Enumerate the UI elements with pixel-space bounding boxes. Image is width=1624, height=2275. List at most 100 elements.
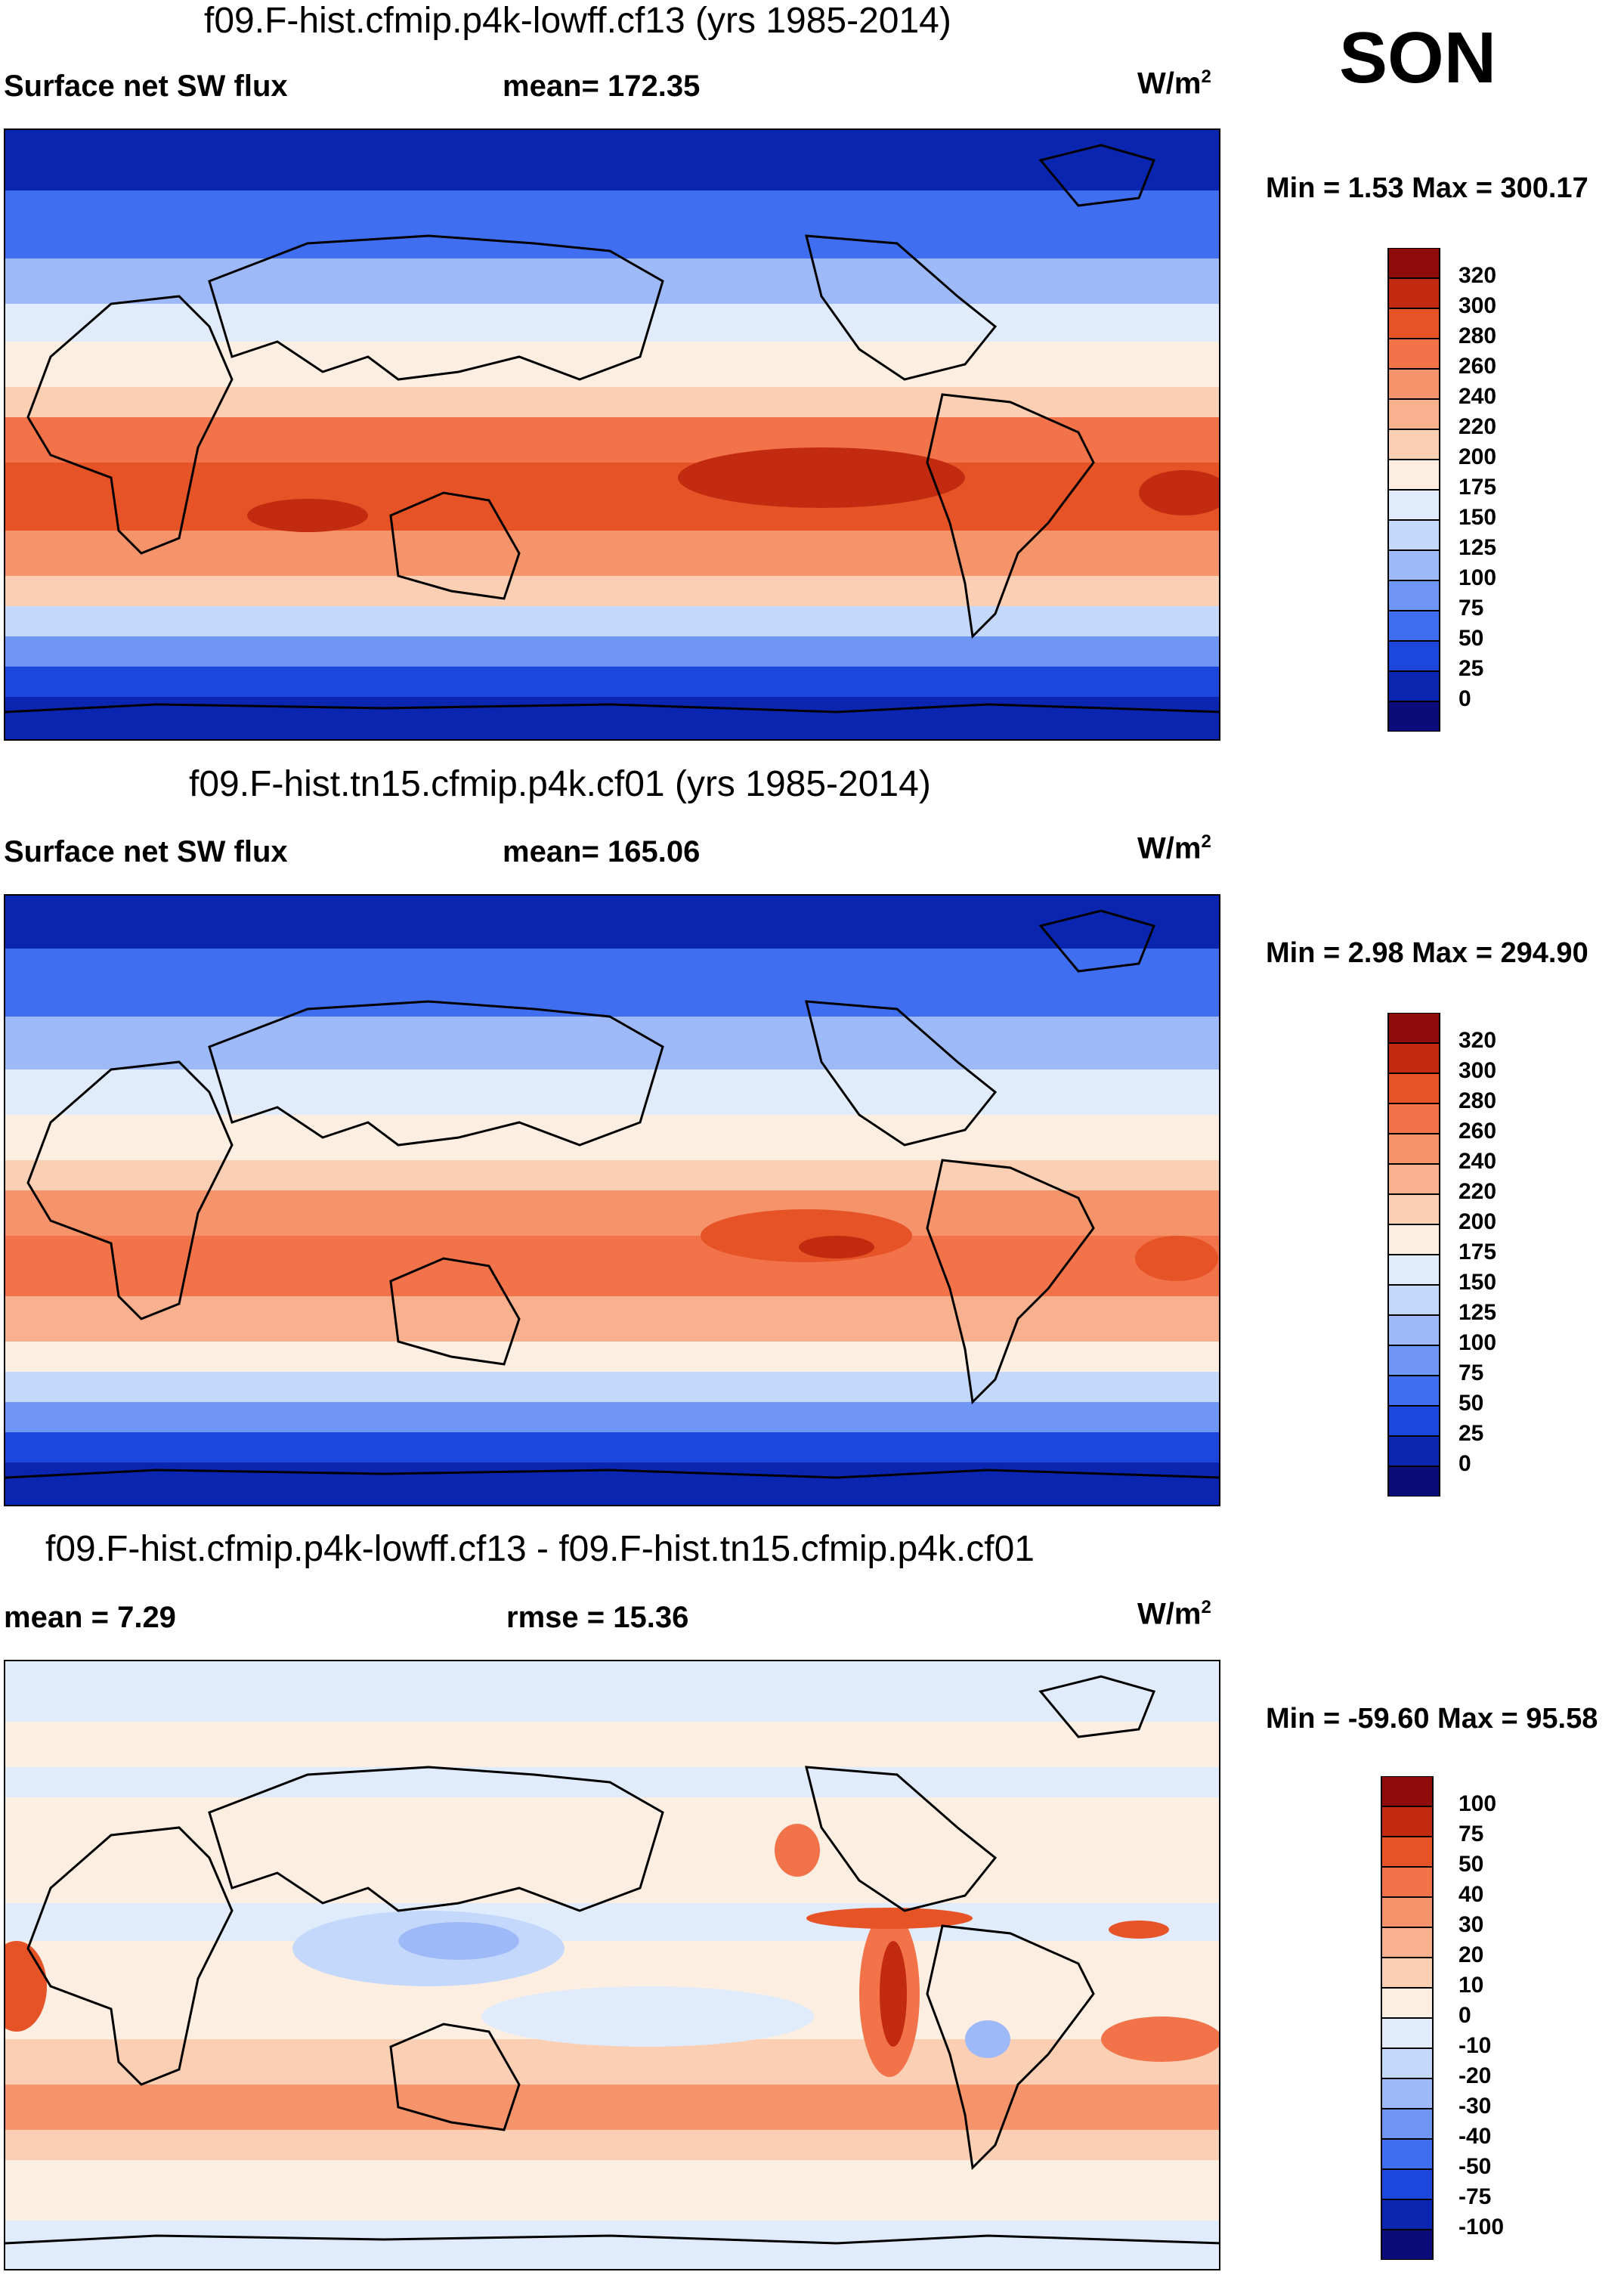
panel-2-colorbar-label: 150 [1459, 1270, 1497, 1295]
panel-2-variable: Surface net SW flux [4, 835, 288, 868]
panel-2-colorbar-label: 260 [1459, 1119, 1497, 1144]
colorbar-swatch [1381, 1927, 1434, 1958]
panel-3-colorbar-label: -75 [1459, 2184, 1492, 2209]
panel-3-colorbar-swatches [1381, 1776, 1434, 2260]
panel-1-colorbar-label: 150 [1459, 505, 1497, 530]
panel-1-colorbar-label: 240 [1459, 384, 1497, 409]
panel-1-minmax: Min = 1.53 Max = 300.17 [1266, 172, 1588, 204]
panel-1-colorbar-label: 280 [1459, 323, 1497, 348]
panel-3-minmax: Min = -59.60 Max = 95.58 [1266, 1703, 1598, 1735]
panel-3-colorbar-label: -40 [1459, 2124, 1492, 2149]
panel-1-colorbar-label: 200 [1459, 444, 1497, 469]
panel-2-mean: mean= 165.06 [503, 835, 701, 868]
panel-1-colorbar-label: 300 [1459, 293, 1497, 318]
colorbar-swatch [1381, 1806, 1434, 1837]
panel-1-colorbar-label: 25 [1459, 656, 1484, 681]
panel-2-colorbar-label: 125 [1459, 1300, 1497, 1325]
panel-1-colorbar-label: 175 [1459, 475, 1497, 500]
colorbar-swatch [1387, 248, 1440, 279]
colorbar-swatch [1381, 1866, 1434, 1898]
panel-1-colorbar-label: 220 [1459, 414, 1497, 439]
panel-1-map-field [5, 130, 1219, 739]
panel-1-colorbar-label: 50 [1459, 626, 1484, 651]
colorbar-swatch [1381, 2017, 1434, 2049]
colorbar-swatch [1387, 519, 1440, 551]
panel-2-colorbar-label: 75 [1459, 1360, 1484, 1385]
panel-3-colorbar-label: 0 [1459, 2003, 1471, 2028]
panel-2-colorbar-label: 25 [1459, 1421, 1484, 1446]
colorbar-swatch [1381, 2048, 1434, 2079]
panel-2-colorbar-label: 200 [1459, 1209, 1497, 1234]
colorbar-swatch [1387, 1224, 1440, 1255]
colorbar-swatch [1387, 368, 1440, 400]
colorbar-swatch [1387, 1314, 1440, 1346]
panel-2-map [4, 894, 1220, 1506]
panel-3-colorbar-label: -100 [1459, 2215, 1505, 2239]
colorbar-swatch [1387, 1466, 1440, 1497]
panel-2-colorbar-label: 0 [1459, 1451, 1471, 1476]
panel-2-colorbar-label: 100 [1459, 1330, 1497, 1355]
colorbar-swatch [1387, 308, 1440, 339]
panel-1-colorbar-label: 100 [1459, 565, 1497, 590]
colorbar-swatch [1387, 1133, 1440, 1165]
colorbar-swatch [1381, 1987, 1434, 2019]
colorbar-swatch [1387, 1042, 1440, 1074]
colorbar-swatch [1387, 429, 1440, 460]
colorbar-swatch [1387, 489, 1440, 521]
colorbar-swatch [1381, 1896, 1434, 1928]
panel-3-map [4, 1660, 1220, 2270]
panel-1-units: W/m2 [1137, 67, 1211, 101]
colorbar-swatch [1387, 338, 1440, 370]
panel-1-map [4, 128, 1220, 741]
panel-3-rmse: rmse = 15.36 [506, 1601, 689, 1634]
season-label: SON [1339, 17, 1497, 98]
panel-3-colorbar-label: -20 [1459, 2063, 1492, 2088]
panel-2-colorbar-label: 300 [1459, 1058, 1497, 1083]
colorbar-swatch [1387, 670, 1440, 702]
colorbar-swatch [1387, 701, 1440, 732]
colorbar-swatch [1387, 1345, 1440, 1376]
panel-2-map-field [5, 896, 1219, 1505]
panel-2-title: f09.F-hist.tn15.cfmip.p4k.cf01 (yrs 1985… [189, 764, 931, 804]
panel-3-colorbar-label: 100 [1459, 1791, 1497, 1816]
panel-1-variable: Surface net SW flux [4, 70, 288, 103]
colorbar-swatch [1381, 1957, 1434, 1989]
panel-1-colorbar-label: 260 [1459, 354, 1497, 379]
panel-3-units: W/m2 [1137, 1597, 1211, 1631]
panel-2-colorbar: 320 300 280 260 240 220 200 175 150 125 … [1387, 1013, 1545, 1497]
panel-1-colorbar-label: 75 [1459, 596, 1484, 621]
panel-3-colorbar-label: 40 [1459, 1882, 1484, 1907]
panel-2-colorbar-swatches [1387, 1013, 1440, 1497]
panel-3-colorbar: 100 75 50 40 30 20 10 0 -10 -20 -30 -40 … [1380, 1776, 1546, 2260]
colorbar-swatch [1387, 277, 1440, 309]
colorbar-swatch [1387, 459, 1440, 491]
panel-3-colorbar-label: -10 [1459, 2033, 1492, 2058]
colorbar-swatch [1387, 549, 1440, 581]
colorbar-swatch [1387, 610, 1440, 642]
panel-3-colorbar-label: 50 [1459, 1852, 1484, 1877]
colorbar-swatch [1387, 1103, 1440, 1134]
colorbar-swatch [1381, 2108, 1434, 2140]
colorbar-swatch [1381, 1776, 1434, 1807]
panel-2-colorbar-label: 280 [1459, 1088, 1497, 1113]
colorbar-swatch [1381, 2138, 1434, 2170]
panel-1-colorbar: 320 300 280 260 240 220 200 175 150 125 … [1387, 248, 1545, 732]
colorbar-swatch [1387, 1284, 1440, 1316]
colorbar-swatch [1387, 1013, 1440, 1044]
panel-3-title: f09.F-hist.cfmip.p4k-lowff.cf13 - f09.F-… [45, 1529, 1035, 1569]
panel-1-title: f09.F-hist.cfmip.p4k-lowff.cf13 (yrs 198… [204, 1, 951, 41]
panel-3-colorbar-label: 30 [1459, 1912, 1484, 1937]
panel-3-map-field [5, 1661, 1219, 2269]
colorbar-swatch [1387, 1254, 1440, 1286]
panel-1-colorbar-swatches [1387, 248, 1440, 732]
panel-3-colorbar-label: 20 [1459, 1942, 1484, 1967]
colorbar-swatch [1387, 1405, 1440, 1437]
panel-1-colorbar-label: 125 [1459, 535, 1497, 560]
panel-3-colorbar-label: -50 [1459, 2154, 1492, 2179]
panel-2-colorbar-label: 50 [1459, 1391, 1484, 1416]
colorbar-swatch [1387, 1163, 1440, 1195]
panel-2-colorbar-label: 220 [1459, 1179, 1497, 1204]
panel-3-colorbar-label: 75 [1459, 1822, 1484, 1846]
panel-2-units: W/m2 [1137, 831, 1211, 865]
